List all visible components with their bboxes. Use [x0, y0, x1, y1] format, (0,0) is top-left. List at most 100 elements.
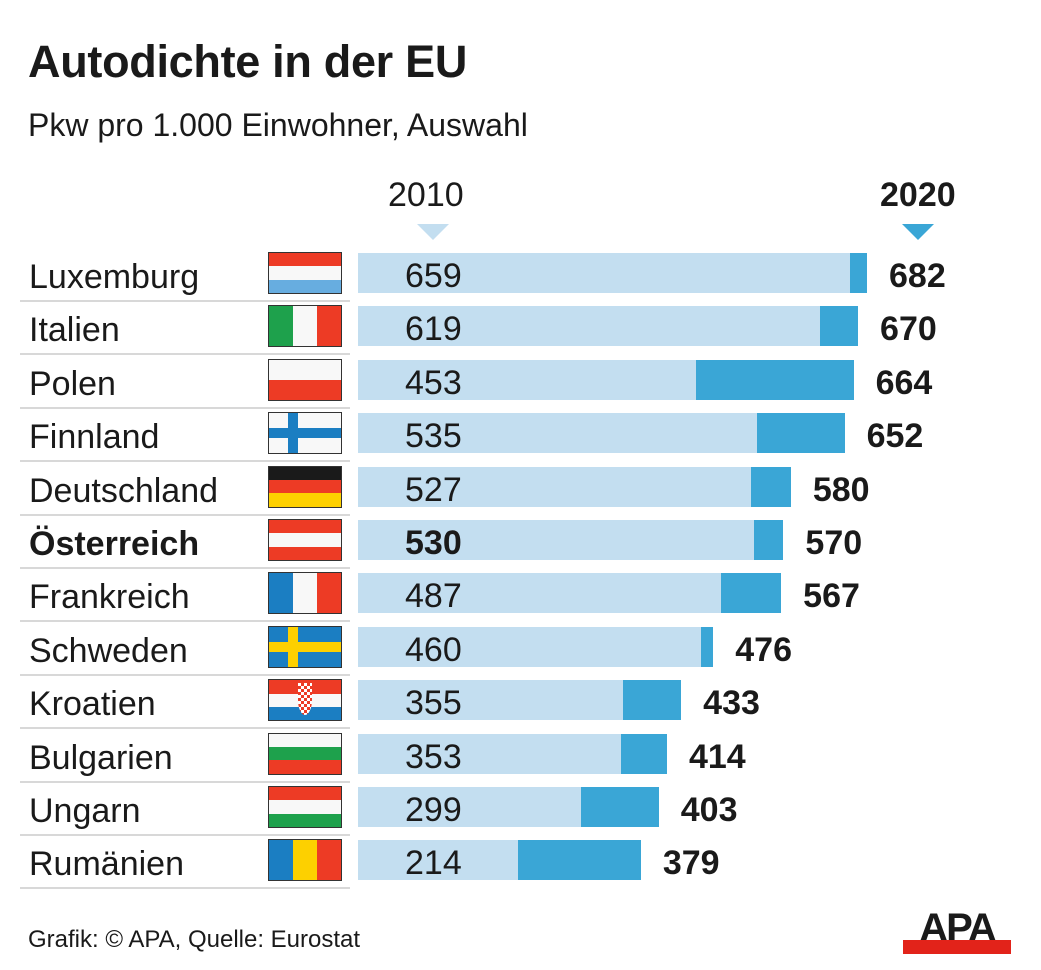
bar-2010: [358, 787, 582, 827]
country-label: Frankreich: [29, 578, 190, 617]
bar-2020-increase: [751, 466, 791, 507]
value-label-2020: 682: [889, 257, 946, 295]
country-label: Kroatien: [29, 685, 156, 724]
apa-logo-icon: APA: [903, 908, 1011, 954]
bar-2010: [358, 466, 752, 507]
chart-row: Bulgarien 353 414: [0, 732, 1041, 786]
chart-row: Österreich 530 570: [0, 519, 1041, 572]
country-label: Luxemburg: [29, 258, 200, 296]
flag-finland-icon: [268, 412, 342, 455]
flag-italy-icon: [268, 305, 342, 348]
flag-france-icon: [268, 572, 342, 615]
chart-row: Kroatien 355 433: [0, 679, 1041, 732]
row-divider: [20, 620, 350, 623]
chart-row: Rumänien 214 379: [0, 839, 1041, 892]
bar-2020-increase: [757, 413, 845, 454]
flag-luxembourg-icon: [268, 252, 342, 294]
flag-bulgaria-icon: [268, 732, 342, 775]
flag-romania-icon: [268, 839, 342, 882]
country-label: Ungarn: [29, 792, 141, 830]
bar-2010: [358, 306, 820, 347]
bar-2020-increase: [721, 573, 782, 614]
bar-2010: [358, 520, 754, 560]
value-label-2020: 664: [875, 363, 933, 402]
row-divider: [20, 406, 350, 409]
chart-row: Schweden 460 476: [0, 625, 1041, 679]
value-label-2020: 670: [880, 310, 937, 349]
row-divider: [20, 834, 350, 836]
chart-row: Frankreich 487 567: [0, 572, 1041, 625]
value-label-2010: 659: [405, 257, 462, 295]
value-label-2020: 652: [866, 417, 924, 456]
coat-of-arms-icon: [297, 683, 313, 715]
bar-2020-increase: [849, 253, 867, 293]
flag-hungary-icon: [268, 786, 342, 828]
value-label-2020: 476: [735, 630, 792, 669]
country-label: Österreich: [29, 525, 200, 563]
country-label: Schweden: [29, 631, 188, 670]
legend-year-2010: 2010: [388, 176, 464, 214]
value-label-2010: 487: [405, 577, 462, 616]
value-label-2010: 353: [405, 737, 462, 776]
chart-subtitle: Pkw pro 1.000 Einwohner, Auswahl: [28, 107, 528, 143]
country-label: Polen: [29, 364, 116, 403]
value-label-2020: 414: [688, 737, 746, 776]
country-label: Deutschland: [29, 471, 219, 510]
value-label-2010: 453: [405, 363, 462, 402]
chart-row: Deutschland 527 580: [0, 465, 1041, 519]
bar-2010: [358, 573, 722, 614]
bar-2010: [358, 626, 702, 667]
chart-row: Luxemburg 659 682: [0, 252, 1041, 305]
bar-2020-increase: [622, 680, 682, 721]
footer-credit: Grafik: © APA, Quelle: Eurostat: [28, 926, 361, 953]
chart-row: Italien 619 670: [0, 305, 1041, 358]
value-label-2020: 570: [805, 524, 863, 562]
value-label-2010: 214: [405, 844, 462, 883]
bar-2010: [358, 253, 850, 293]
country-label: Finnland: [29, 418, 160, 457]
bar-2020-increase: [753, 520, 784, 560]
flag-croatia-icon: [268, 679, 342, 722]
bar-2020-increase: [581, 787, 659, 827]
chart-row: Finnland 535 652: [0, 412, 1041, 465]
row-divider: [20, 460, 350, 463]
row-divider: [20, 673, 350, 676]
row-divider: [20, 567, 350, 569]
apa-logo-bar: [903, 940, 1011, 954]
row-divider: [20, 513, 350, 516]
bar-2020-increase: [696, 359, 854, 400]
row-divider: [20, 727, 350, 730]
value-label-2020: 403: [680, 791, 738, 829]
value-label-2010: 460: [405, 630, 462, 669]
bar-2020-increase: [517, 840, 641, 881]
bar-2010: [358, 680, 623, 721]
chart-row: Ungarn 299 403: [0, 786, 1041, 839]
value-label-2010: 299: [405, 791, 462, 829]
country-label: Rumänien: [29, 845, 184, 884]
chart-row: Polen 453 664: [0, 358, 1041, 412]
legend-year-2020: 2020: [880, 176, 956, 214]
value-label-2010: 527: [405, 470, 462, 509]
marker-2020-icon: [902, 224, 934, 240]
row-divider: [20, 353, 350, 356]
bar-2020-increase: [819, 306, 859, 347]
bar-2010: [358, 840, 518, 881]
flag-germany-icon: [268, 465, 342, 508]
row-divider: [20, 887, 350, 890]
flag-sweden-icon: [268, 625, 342, 668]
bar-2020-increase: [701, 626, 714, 667]
value-label-2020: 433: [703, 684, 760, 723]
country-label: Italien: [29, 311, 120, 350]
bar-2010: [358, 733, 622, 774]
country-label: Bulgarien: [29, 738, 173, 777]
marker-2010-icon: [417, 224, 449, 240]
flag-austria-icon: [268, 519, 342, 561]
flag-poland-icon: [268, 358, 342, 401]
value-label-2010: 530: [405, 524, 462, 562]
row-divider: [20, 300, 350, 302]
row-divider: [20, 780, 350, 783]
bar-2020-increase: [621, 733, 667, 774]
chart-title: Autodichte in der EU: [28, 36, 468, 87]
value-label-2020: 580: [812, 470, 870, 509]
